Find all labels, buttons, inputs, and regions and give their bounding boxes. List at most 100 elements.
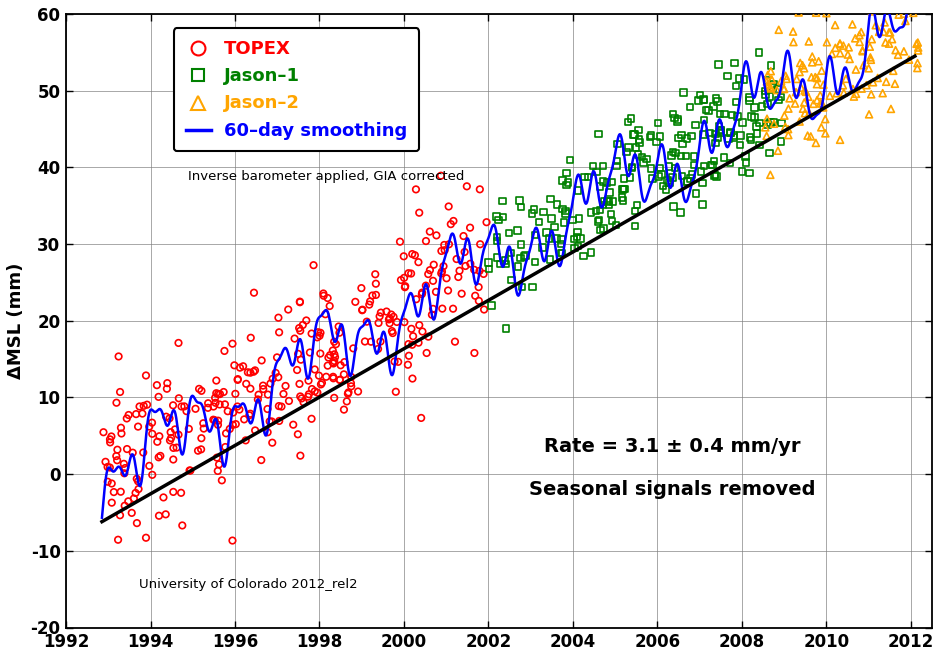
Point [422, 226, 437, 237]
Point [212, 399, 228, 410]
Point [119, 413, 134, 424]
Point [225, 536, 240, 546]
Point [781, 124, 796, 134]
Point [910, 63, 925, 73]
Point [610, 139, 625, 149]
Point [339, 396, 354, 407]
Point [795, 60, 810, 70]
Point [864, 34, 879, 45]
Point [411, 257, 426, 267]
Text: Inverse barometer applied, GIA corrected: Inverse barometer applied, GIA corrected [188, 170, 464, 183]
Point [490, 236, 505, 246]
Point [738, 157, 753, 168]
Point [107, 487, 122, 497]
Point [311, 327, 326, 338]
Point [754, 101, 769, 112]
Point [726, 130, 741, 141]
Point [786, 37, 801, 47]
Point [829, 88, 844, 99]
Point [734, 166, 750, 176]
Point [449, 254, 464, 265]
Point [409, 184, 424, 195]
Point [714, 125, 729, 136]
Point [763, 82, 778, 93]
Point [797, 63, 812, 74]
Point [413, 413, 429, 423]
Point [493, 259, 508, 269]
Point [418, 236, 433, 246]
Point [165, 400, 180, 411]
Point [386, 312, 401, 322]
Point [670, 114, 685, 124]
Point [555, 175, 570, 186]
Point [194, 444, 209, 455]
Point [835, 40, 851, 51]
Point [809, 7, 824, 18]
Point [312, 348, 328, 359]
Point [776, 84, 791, 94]
Point [896, 46, 911, 57]
Point [571, 213, 586, 224]
Point [120, 443, 135, 454]
Point [230, 374, 245, 385]
Point [130, 421, 145, 432]
Point [910, 38, 925, 48]
Point [852, 37, 868, 47]
Point [163, 433, 178, 443]
Point [109, 451, 124, 461]
Point [247, 425, 262, 436]
Point [697, 161, 712, 171]
Point [166, 454, 181, 465]
Point [592, 181, 607, 191]
Point [264, 438, 279, 448]
Point [662, 161, 677, 172]
Point [878, 38, 893, 48]
Point [888, 45, 903, 55]
Point [450, 272, 465, 282]
Point [501, 228, 516, 238]
Point [559, 180, 574, 190]
Point [671, 133, 686, 143]
Point [332, 374, 347, 385]
Point [714, 127, 729, 138]
Point [222, 424, 237, 434]
Point [472, 184, 487, 195]
Point [846, 84, 861, 94]
Point [296, 397, 312, 407]
Point [269, 352, 284, 363]
Point [883, 27, 898, 38]
Point [426, 259, 441, 270]
Point [599, 196, 615, 207]
Point [355, 305, 370, 315]
Point [139, 370, 154, 381]
Point [688, 188, 703, 199]
Point [528, 257, 543, 268]
Point [815, 98, 830, 109]
Point [286, 419, 301, 430]
Point [688, 120, 703, 130]
Point [789, 74, 804, 84]
Point [414, 288, 430, 298]
Point [169, 442, 184, 453]
Point [808, 138, 823, 148]
Point [811, 56, 826, 66]
Point [604, 176, 619, 187]
Point [408, 250, 423, 261]
Point [114, 428, 129, 439]
Point [293, 297, 308, 307]
Point [262, 416, 278, 426]
Point [683, 102, 698, 113]
Point [692, 90, 707, 101]
Point [362, 299, 377, 310]
Point [126, 447, 141, 458]
Point [403, 268, 418, 279]
Point [391, 357, 406, 367]
Point [195, 418, 211, 428]
Point [604, 216, 619, 226]
Point [159, 509, 174, 520]
Point [865, 6, 880, 16]
Point [818, 128, 833, 139]
Point [206, 415, 221, 425]
Point [747, 113, 762, 123]
Point [709, 171, 724, 182]
